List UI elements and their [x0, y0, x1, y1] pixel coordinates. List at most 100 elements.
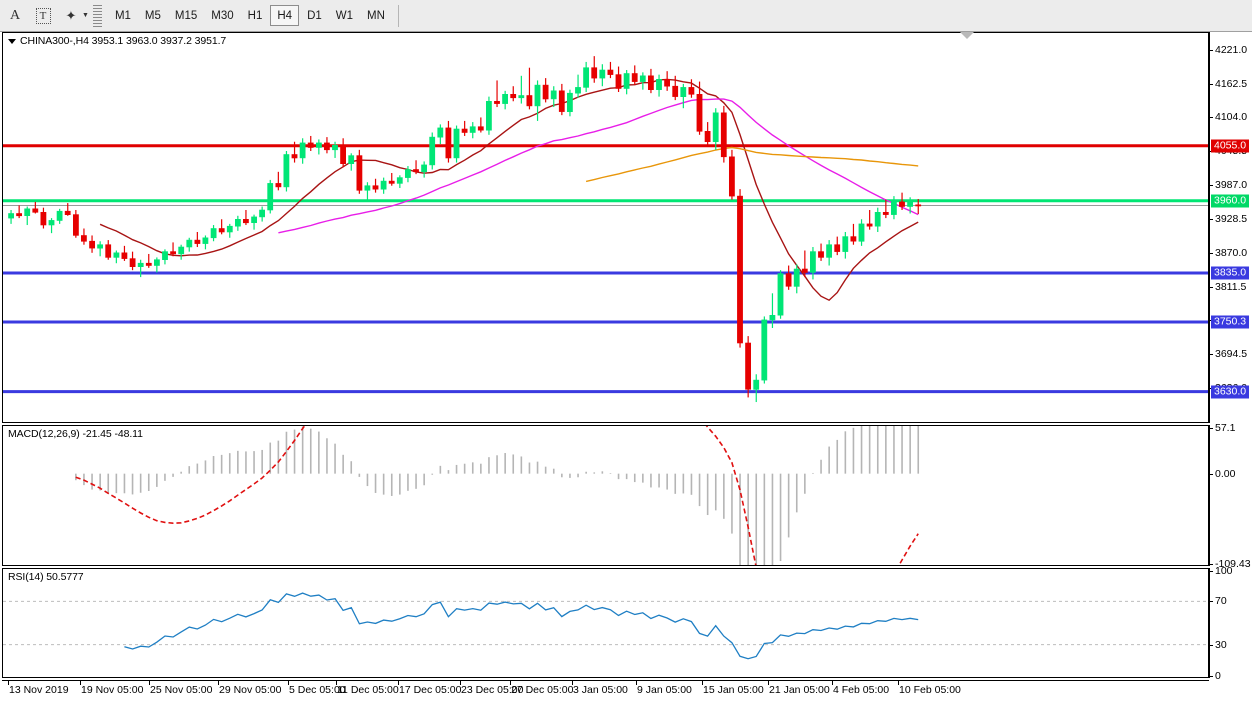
time-tick	[288, 681, 289, 685]
candle-body	[97, 244, 103, 249]
time-axis[interactable]: 13 Nov 2019 19 Nov 05:00 25 Nov 05:00 29 No…	[2, 680, 1209, 701]
ma-fast-line	[99, 78, 919, 302]
candle-body	[737, 195, 743, 344]
candle-body	[518, 95, 525, 99]
candle-body	[404, 169, 411, 178]
candle-body	[647, 75, 654, 90]
time-axis-label: 13 Nov 2019	[9, 684, 69, 696]
candle-body	[267, 183, 274, 211]
candle-body	[178, 246, 185, 255]
candle-body	[866, 223, 873, 227]
candle-body	[429, 136, 436, 166]
candle-body	[291, 154, 298, 159]
candle-body	[32, 208, 39, 213]
candle-body	[809, 251, 816, 273]
candle-body	[299, 142, 306, 159]
candle-body	[129, 258, 136, 268]
price-badge-3960.0[interactable]: 3960.0	[1211, 194, 1250, 208]
time-axis-label: 29 Nov 05:00	[219, 684, 282, 696]
candle-body	[380, 180, 387, 190]
shapes-tool-icon[interactable]: ✦	[58, 4, 84, 28]
timeframe-w1[interactable]: W1	[335, 9, 354, 22]
candle-body	[154, 259, 160, 266]
candle-body	[688, 87, 695, 95]
time-tick	[768, 681, 769, 685]
chevron-down-icon[interactable]: ▼	[82, 12, 89, 19]
axis-tick	[1209, 252, 1213, 254]
candle-body	[834, 244, 841, 252]
candle-body	[494, 101, 500, 104]
collapse-caret-icon[interactable]	[8, 38, 16, 44]
price-badge-3835.0[interactable]: 3835.0	[1211, 266, 1250, 280]
candle-body	[73, 214, 79, 236]
macd-tick-label: 0.00	[1215, 467, 1236, 480]
candle-body	[599, 69, 606, 79]
price-badge-4055.0[interactable]: 4055.0	[1211, 139, 1250, 153]
time-tick	[80, 681, 81, 685]
axis-tick	[1209, 644, 1213, 646]
candle-body	[283, 154, 290, 188]
rsi-pane[interactable]: RSI(14) 50.5777	[2, 568, 1209, 678]
candle-body	[907, 200, 913, 207]
text-tool-icon[interactable]: A	[9, 7, 21, 23]
candle-body	[40, 212, 47, 226]
time-tick	[336, 681, 337, 685]
time-tick	[460, 681, 461, 685]
price-badge-3750.3[interactable]: 3750.3	[1211, 315, 1250, 329]
rsi-pane-label: RSI(14) 50.5777	[8, 571, 84, 583]
candle-body	[202, 237, 209, 244]
candle-body	[526, 95, 533, 107]
macd-chart-canvas[interactable]	[3, 426, 1208, 565]
candle-body	[105, 244, 112, 258]
candle-body	[388, 180, 395, 184]
price-pane[interactable]: CHINA300-,H4 3953.1 3963.0 3937.2 3951.7	[2, 32, 1209, 423]
price-chart-canvas[interactable]	[3, 33, 1208, 422]
timeframe-mn[interactable]: MN	[367, 9, 385, 22]
rsi-chart-canvas[interactable]	[3, 569, 1208, 677]
price-pane-label: CHINA300-,H4 3953.1 3963.0 3937.2 3951.7	[8, 35, 226, 47]
candle-body	[826, 244, 832, 258]
scroll-marker-icon	[960, 32, 974, 39]
candle-body	[696, 93, 703, 132]
candle-body	[243, 219, 249, 224]
timeframe-m15[interactable]: M15	[174, 9, 198, 22]
candle-body	[882, 212, 889, 215]
time-axis-label: 15 Jan 05:00	[703, 684, 764, 696]
axis-tick	[1209, 676, 1213, 677]
candle-body	[64, 210, 71, 215]
timeframe-m1[interactable]: M1	[114, 9, 131, 22]
timeframe-h4[interactable]: H4	[270, 5, 300, 26]
macd-pane[interactable]: MACD(12,26,9) -21.45 -48.11	[2, 425, 1209, 566]
candle-body	[777, 273, 784, 316]
candle-body	[672, 85, 679, 97]
price-axis[interactable]: 4221.04162.54104.04045.53987.03928.53870…	[1209, 32, 1252, 701]
timeframe-d1[interactable]: D1	[307, 9, 322, 22]
candle-body	[915, 204, 922, 207]
candle-body	[453, 128, 460, 159]
toolbar-drag-handle[interactable]	[92, 4, 102, 27]
candle-body	[332, 144, 338, 151]
toolbar-divider	[397, 4, 399, 27]
candle-body	[137, 262, 144, 267]
candle-body	[372, 185, 379, 190]
price-tick-label: 3694.5	[1215, 348, 1248, 361]
candle-body	[8, 213, 14, 219]
candle-body	[275, 183, 282, 188]
timeframe-m30[interactable]: M30	[211, 9, 234, 22]
candle-body	[364, 185, 371, 191]
price-badge-3630.0[interactable]: 3630.0	[1211, 385, 1250, 399]
time-axis-label: 21 Jan 05:00	[769, 684, 830, 696]
textbox-tool-icon[interactable]: T	[30, 4, 56, 28]
time-axis-label: 10 Feb 05:00	[899, 684, 961, 696]
shapes-glyph: ✦	[65, 7, 77, 23]
time-axis-label: 11 Dec 05:00	[337, 684, 399, 696]
candle-body	[48, 220, 55, 226]
axis-tick	[1209, 473, 1213, 475]
timeframe-m5[interactable]: M5	[144, 9, 161, 22]
candle-body	[858, 223, 865, 242]
candle-body	[623, 73, 630, 89]
time-tick	[510, 681, 511, 685]
chart-frame: CHINA300-,H4 3953.1 3963.0 3937.2 3951.7…	[0, 32, 1252, 701]
timeframe-h1[interactable]: H1	[247, 9, 263, 22]
